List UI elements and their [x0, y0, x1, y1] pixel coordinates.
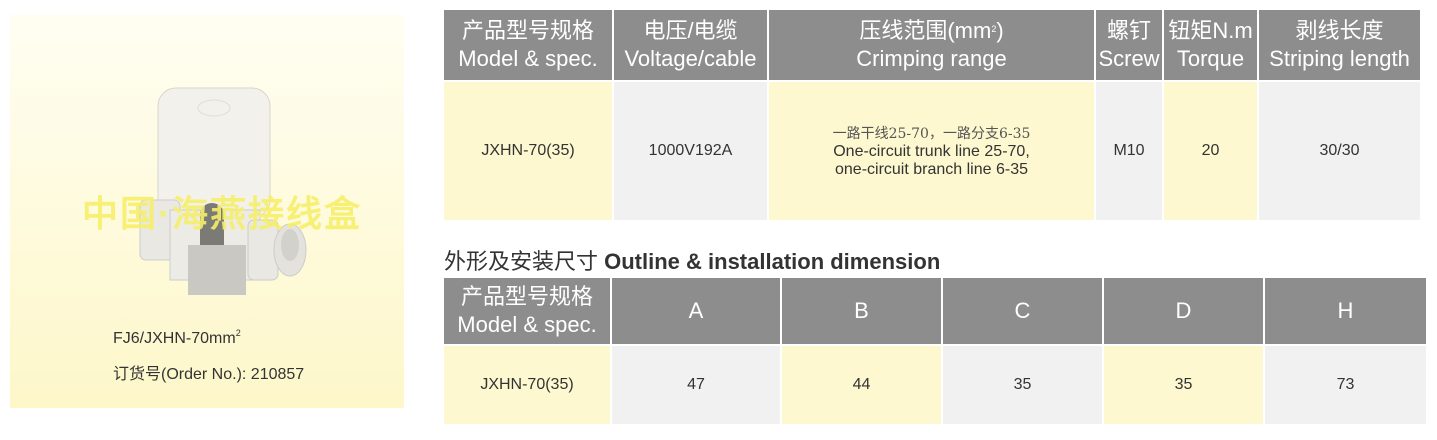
cell-voltage: 1000V192A [614, 82, 767, 220]
junction-box-image [139, 87, 307, 295]
header-torque: 钮矩N.m Torque [1164, 10, 1257, 80]
header-d: D [1104, 278, 1263, 344]
header-voltage: 电压/电缆 Voltage/cable [614, 10, 767, 80]
product-panel: 中国·海燕接线盒 FJ6/JXHN-70mm2 订货号(Order No.): … [10, 15, 404, 408]
cell-torque: 20 [1164, 82, 1257, 220]
spec-header-row: 产品型号规格 Model & spec. 电压/电缆 Voltage/cable 压… [444, 10, 1420, 80]
dimension-header-row: 产品型号规格 Model & spec. A B C D H [444, 278, 1426, 344]
cell-model: JXHN-70(35) [444, 346, 610, 424]
cell-d: 35 [1104, 346, 1263, 424]
dimension-table: 产品型号规格 Model & spec. A B C D H JXHN-70(35… [442, 276, 1428, 426]
spec-table: 产品型号规格 Model & spec. 电压/电缆 Voltage/cable 压… [442, 8, 1422, 222]
header-b: B [782, 278, 941, 344]
cell-b: 44 [782, 346, 941, 424]
watermark: 中国·海燕接线盒 [82, 193, 362, 234]
header-striping: 剥线长度 Striping length [1259, 10, 1420, 80]
order-number: 订货号(Order No.): 210857 [113, 366, 305, 383]
header-crimping: 压线范围(mm2) Crimping range [769, 10, 1094, 80]
cell-a: 47 [612, 346, 780, 424]
header-model: 产品型号规格 Model & spec. [444, 10, 612, 80]
header-h: H [1265, 278, 1426, 344]
dimension-section-title: 外形及安装尺寸 Outline & installation dimension [444, 249, 941, 274]
cell-h: 73 [1265, 346, 1426, 424]
cell-crimping: 一路干线25-70，一路分支6-35 One-circuit trunk lin… [769, 82, 1094, 220]
cell-c: 35 [943, 346, 1102, 424]
spec-row: JXHN-70(35) 1000V192A 一路干线25-70，一路分支6-35… [444, 82, 1420, 220]
cell-screw: M10 [1096, 82, 1162, 220]
cell-model: JXHN-70(35) [444, 82, 612, 220]
header-c: C [943, 278, 1102, 344]
dimension-row: JXHN-70(35) 47 44 35 35 73 [444, 346, 1426, 424]
header-screw: 螺钉 Screw [1096, 10, 1162, 80]
header-a: A [612, 278, 780, 344]
cell-striping: 30/30 [1259, 82, 1420, 220]
model-caption: FJ6/JXHN-70mm2 [113, 328, 241, 347]
header-model: 产品型号规格 Model & spec. [444, 278, 610, 344]
